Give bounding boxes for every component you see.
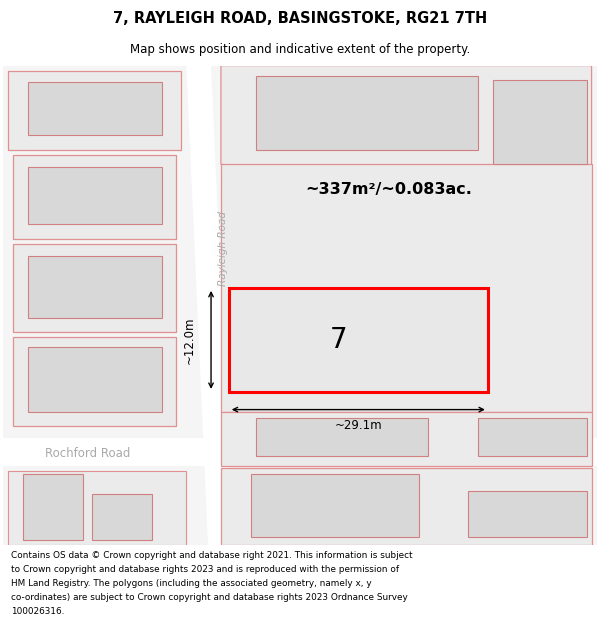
Text: 7: 7 (330, 326, 347, 354)
Polygon shape (13, 154, 176, 239)
Polygon shape (28, 168, 161, 224)
Text: ~337m²/~0.083ac.: ~337m²/~0.083ac. (305, 182, 472, 197)
Polygon shape (8, 71, 181, 149)
Polygon shape (229, 288, 488, 392)
Polygon shape (468, 491, 587, 537)
Polygon shape (23, 474, 83, 540)
Polygon shape (478, 419, 587, 456)
Polygon shape (221, 412, 592, 466)
Text: Rochford Road: Rochford Road (45, 447, 130, 459)
Polygon shape (92, 494, 152, 540)
Polygon shape (28, 348, 161, 412)
Polygon shape (221, 66, 592, 179)
Polygon shape (221, 468, 592, 545)
Text: ~12.0m: ~12.0m (183, 316, 196, 364)
Polygon shape (28, 256, 161, 318)
Polygon shape (221, 164, 592, 412)
Polygon shape (4, 438, 596, 466)
Polygon shape (8, 471, 187, 545)
Polygon shape (251, 474, 419, 537)
Text: Rayleigh Road: Rayleigh Road (218, 211, 228, 286)
Text: co-ordinates) are subject to Crown copyright and database rights 2023 Ordnance S: co-ordinates) are subject to Crown copyr… (11, 593, 407, 602)
Polygon shape (13, 338, 176, 426)
Polygon shape (187, 66, 233, 545)
Text: to Crown copyright and database rights 2023 and is reproduced with the permissio: to Crown copyright and database rights 2… (11, 566, 399, 574)
Polygon shape (493, 81, 587, 164)
Text: 100026316.: 100026316. (11, 608, 64, 616)
Text: Map shows position and indicative extent of the property.: Map shows position and indicative extent… (130, 42, 470, 56)
Text: Contains OS data © Crown copyright and database right 2021. This information is : Contains OS data © Crown copyright and d… (11, 551, 412, 561)
Text: ~29.1m: ~29.1m (335, 419, 382, 432)
Text: HM Land Registry. The polygons (including the associated geometry, namely x, y: HM Land Registry. The polygons (includin… (11, 579, 371, 588)
Polygon shape (28, 82, 161, 135)
Polygon shape (13, 244, 176, 332)
Polygon shape (256, 76, 478, 149)
Text: 7, RAYLEIGH ROAD, BASINGSTOKE, RG21 7TH: 7, RAYLEIGH ROAD, BASINGSTOKE, RG21 7TH (113, 11, 487, 26)
Polygon shape (256, 419, 428, 456)
